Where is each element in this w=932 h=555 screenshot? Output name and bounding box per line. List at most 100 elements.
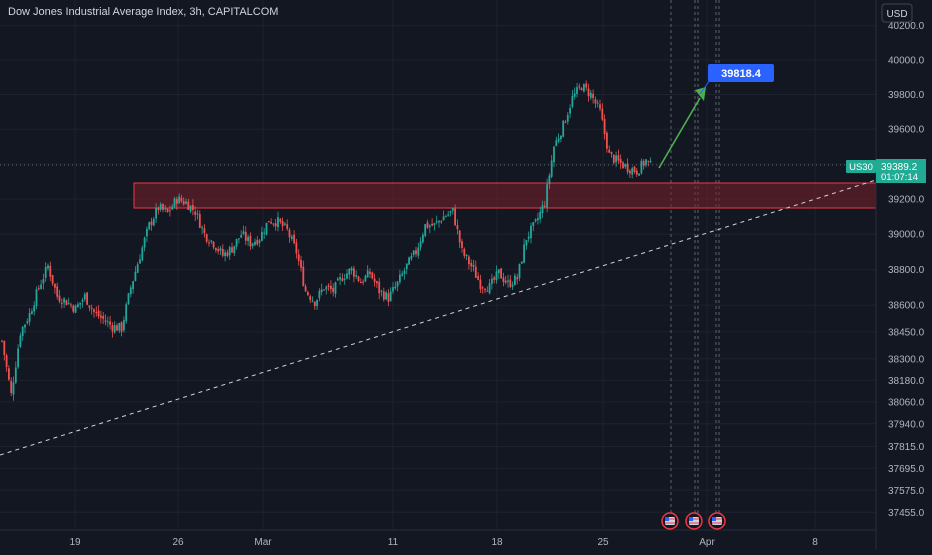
candle-body [336, 278, 339, 281]
candle-body [293, 234, 295, 244]
target-label: 39818.4 [721, 68, 762, 80]
candle-body [327, 285, 330, 287]
candle-body [67, 302, 70, 304]
candle-body [173, 198, 176, 208]
time-tick: Mar [254, 537, 272, 548]
candle-body [40, 284, 42, 289]
candle-body [143, 237, 146, 248]
candle-body [152, 218, 155, 226]
candle-body [150, 221, 153, 225]
candle-body [470, 262, 473, 267]
candle-body [302, 266, 305, 286]
candle-body [72, 305, 75, 312]
price-axis[interactable]: 40200.040000.039800.039600.039400.039200… [888, 21, 925, 519]
resistance-zone[interactable] [133, 182, 877, 209]
rising-trendline[interactable] [0, 179, 877, 456]
candle-body [51, 274, 54, 284]
candle-body [77, 304, 79, 308]
candle-body [95, 311, 98, 313]
candle-body [307, 292, 309, 296]
event-flag-icon[interactable] [685, 512, 703, 530]
projection-arrow[interactable] [658, 97, 701, 169]
candle-body [606, 132, 608, 149]
candle-body [148, 222, 151, 230]
candle-body [493, 277, 496, 280]
time-axis[interactable]: 19 26 Mar 11 18 25 Apr 8 [69, 537, 818, 548]
candle-body [100, 315, 102, 318]
candle-body [65, 300, 68, 306]
candle-body [261, 231, 263, 241]
candle-body [612, 154, 615, 163]
candle-body [550, 160, 553, 177]
price-tick: 38060.0 [888, 398, 925, 409]
candle-body [226, 252, 229, 257]
candle-body [504, 280, 507, 283]
candle-body [472, 264, 475, 267]
candle-body [44, 266, 47, 278]
candle-body [238, 238, 240, 240]
price-tick: 37575.0 [888, 486, 925, 497]
candle-body [495, 271, 498, 281]
candle-body [196, 213, 199, 215]
candle-body [463, 248, 466, 256]
candle-body [166, 208, 169, 212]
candle-body [10, 380, 13, 393]
candle-body [410, 255, 413, 260]
candle-body [373, 278, 376, 282]
event-flag-icon[interactable] [708, 512, 726, 530]
candle-body [474, 266, 477, 278]
candle-body [332, 287, 335, 292]
time-tick: 11 [388, 537, 399, 548]
candle-body [49, 265, 52, 277]
candle-body [608, 149, 611, 153]
candle-body [599, 104, 601, 109]
candle-body [527, 236, 530, 239]
candle-body [169, 210, 171, 212]
candle-body [341, 278, 344, 281]
candle-body [378, 281, 381, 294]
candle-body [26, 321, 29, 324]
candle-body [290, 236, 293, 239]
candle-body [583, 84, 585, 92]
candle-body [300, 260, 302, 268]
candle-body [242, 231, 245, 234]
currency-button[interactable] [881, 3, 913, 23]
candle-body [534, 219, 537, 222]
candle-body [486, 290, 489, 292]
event-flag-icon[interactable] [661, 512, 679, 530]
candle-body [548, 175, 551, 185]
candle-body [189, 205, 192, 212]
candle-body [537, 218, 539, 221]
candle-body [295, 242, 298, 254]
candle-body [585, 83, 588, 88]
candle-body [507, 280, 509, 282]
event-markers[interactable] [661, 512, 726, 530]
candle-body [221, 249, 224, 256]
candle-body [54, 283, 56, 288]
candle-body [458, 230, 461, 243]
candle-body [208, 242, 210, 244]
target-label-box[interactable] [708, 64, 774, 82]
candle-body [633, 166, 636, 172]
candle-body [24, 324, 26, 328]
candle-body [162, 203, 164, 210]
candles [1, 80, 652, 401]
price-tag-countdown: 01:07:14 [881, 172, 918, 183]
candle-body [106, 321, 109, 323]
candle-body [592, 93, 594, 99]
candle-body [539, 211, 542, 220]
price-tick: 40000.0 [888, 56, 925, 67]
candle-body [610, 151, 613, 154]
candle-body [263, 232, 266, 234]
candle-body [254, 241, 256, 245]
candle-body [578, 86, 581, 88]
price-tick: 37695.0 [888, 464, 925, 475]
candle-body [139, 259, 141, 264]
candle-body [364, 275, 367, 282]
candle-body [88, 305, 91, 308]
candle-body [580, 88, 583, 91]
candle-body [323, 289, 325, 291]
